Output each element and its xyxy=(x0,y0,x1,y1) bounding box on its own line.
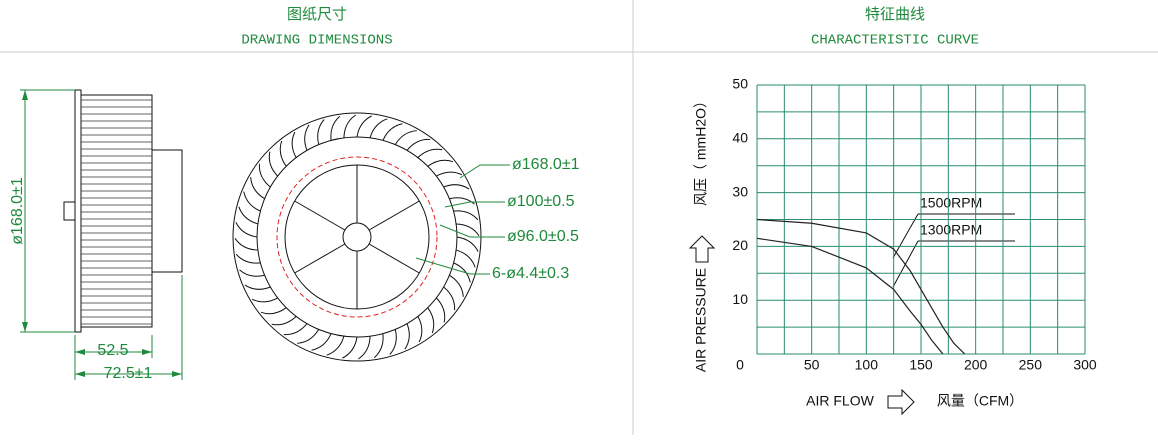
x-tick-label: 150 xyxy=(909,357,933,373)
impeller-blade xyxy=(406,138,431,151)
series-line xyxy=(756,218,966,355)
spoke xyxy=(294,200,346,231)
impeller-blade xyxy=(244,284,271,290)
impeller-blade xyxy=(417,148,443,159)
dim-label: 72.5±1 xyxy=(104,365,153,382)
impeller-blade xyxy=(235,253,261,264)
impeller-blade xyxy=(449,197,475,205)
y-tick-label: 40 xyxy=(732,130,748,146)
impeller-blade xyxy=(235,222,258,238)
y-axis-label: AIR PRESSURE xyxy=(693,268,709,372)
impeller-blade xyxy=(427,307,435,334)
front-view xyxy=(232,112,482,362)
x-tick-label: 300 xyxy=(1073,357,1097,373)
dim-label: ø168.0±1 xyxy=(512,156,580,173)
impeller-blade xyxy=(443,286,456,311)
leader-lines xyxy=(415,164,510,275)
impeller-blade xyxy=(283,323,308,336)
x-tick-label: 50 xyxy=(804,357,820,373)
impeller-blade xyxy=(304,124,310,151)
impeller-blade xyxy=(356,115,372,138)
impeller-blade xyxy=(342,336,358,359)
impeller-blade xyxy=(435,297,446,323)
impeller-blade xyxy=(311,333,332,351)
y-tick-label: 10 xyxy=(732,291,748,307)
dim-label: ø168.0±1 xyxy=(9,177,26,245)
impeller-blade xyxy=(291,131,297,158)
impeller-blade xyxy=(417,316,423,343)
impeller-blade xyxy=(436,171,463,177)
title-cn: 特征曲线 xyxy=(865,6,925,23)
impeller-blade xyxy=(297,329,320,344)
impeller-blade xyxy=(234,238,258,251)
dimension xyxy=(20,89,183,380)
x-axis-unit: 风量（CFM） xyxy=(937,393,1023,409)
impeller-blade xyxy=(260,307,287,315)
impeller-blade xyxy=(453,262,471,283)
impeller-blade xyxy=(389,329,397,355)
y-tick-label: 50 xyxy=(732,76,748,92)
series-label: 1300RPM xyxy=(920,222,982,238)
x-axis-label: AIR FLOW xyxy=(806,393,874,409)
impeller-blade xyxy=(268,151,279,177)
impeller-blade xyxy=(250,177,265,200)
impeller-blade xyxy=(394,130,417,145)
impeller-blade xyxy=(453,210,479,221)
impeller-blade xyxy=(373,333,384,359)
impeller-blade xyxy=(251,297,278,303)
x-tick-label: 100 xyxy=(855,357,879,373)
impeller-blade xyxy=(369,118,388,138)
dim-label: 6-ø4.4±0.3 xyxy=(492,265,569,282)
series-line xyxy=(756,237,944,355)
title-en: DRAWING DIMENSIONS xyxy=(241,33,392,49)
y-tick-label: 30 xyxy=(732,183,748,199)
title-en: CHARACTERISTIC CURVE xyxy=(811,33,979,49)
impeller-blade xyxy=(271,315,297,326)
x-tick-label: 250 xyxy=(1019,357,1043,373)
impeller-blade xyxy=(279,140,287,167)
impeller-blade xyxy=(238,206,258,225)
impeller-blade xyxy=(317,119,325,145)
side-view xyxy=(63,89,183,333)
impeller-blade xyxy=(239,269,265,277)
impeller-blade xyxy=(404,323,410,350)
impeller-blade xyxy=(326,336,345,356)
tick-label: 0 xyxy=(736,357,744,373)
impeller-blade xyxy=(243,191,261,212)
impeller-blade xyxy=(456,223,480,236)
y-tick-label: 20 xyxy=(732,237,748,253)
impeller-blade xyxy=(456,249,476,268)
spoke xyxy=(368,243,420,274)
series-leader xyxy=(892,213,1015,288)
impeller-blade xyxy=(330,115,341,141)
spoke xyxy=(294,243,346,274)
dim-label: ø96.0±0.5 xyxy=(507,228,579,245)
dim-label: ø100±0.5 xyxy=(507,193,575,210)
y-axis-unit: 风压（ mmH2O） xyxy=(693,94,709,206)
title-cn: 图纸尺寸 xyxy=(287,6,347,23)
spoke xyxy=(368,200,420,231)
series-label: 1500RPM xyxy=(920,195,982,211)
dim-label: 52.5 xyxy=(97,342,128,359)
impeller-blade xyxy=(382,123,403,141)
impeller-blade xyxy=(258,163,271,188)
impeller-blade xyxy=(343,114,356,138)
impeller-blade xyxy=(443,184,470,190)
impeller-blade xyxy=(449,274,464,297)
x-tick-label: 200 xyxy=(964,357,988,373)
impeller-blade xyxy=(358,336,371,360)
impeller-blade xyxy=(456,236,479,252)
arrow xyxy=(688,235,716,263)
arrow xyxy=(887,388,915,416)
impeller-blade xyxy=(427,159,454,167)
